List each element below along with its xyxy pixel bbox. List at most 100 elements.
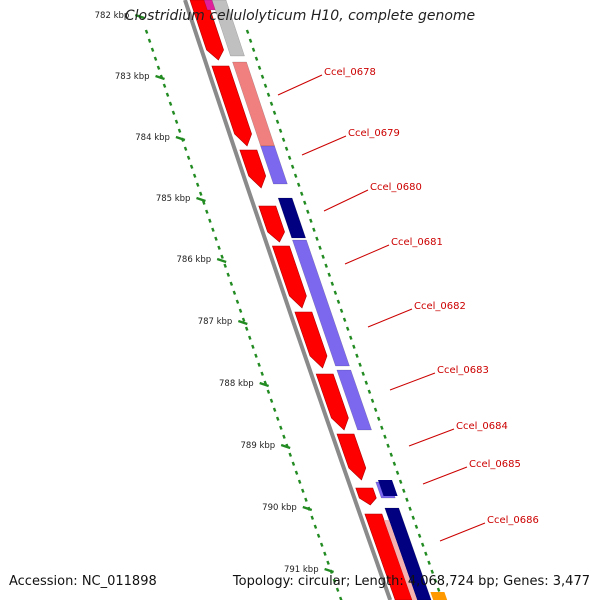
ring-dot (168, 101, 173, 106)
cog-band (430, 592, 448, 600)
ring-dot (241, 317, 246, 322)
scale-label: 782 kbp (95, 11, 130, 21)
ring-dot (202, 200, 206, 205)
ring-dot (309, 218, 313, 223)
gene-label[interactable]: Ccel_0679 (348, 128, 400, 139)
gene-labels: Ccel_0678 Ccel_0679 Ccel_0680 Ccel_0681 Ccel… (277, 67, 539, 542)
ring-dot (389, 452, 394, 457)
cog-band (384, 507, 432, 600)
gene-leader-line (344, 244, 390, 265)
ring-dot (257, 65, 262, 70)
scale-label: 788 kbp (219, 379, 254, 389)
gene-label[interactable]: Ccel_0684 (456, 421, 508, 432)
ring-dot (430, 569, 435, 574)
ring-dot (217, 245, 221, 250)
ring-dot (275, 416, 280, 421)
cds-arrow (364, 513, 413, 600)
gene-leader-line (367, 308, 413, 328)
ring-dot (192, 173, 197, 178)
ring-dot (144, 29, 149, 34)
cog-band (378, 480, 398, 496)
scale-label: 789 kbp (241, 441, 276, 451)
ring-dot (232, 290, 237, 295)
ring-dot (342, 317, 347, 322)
gene-label[interactable]: Ccel_0683 (437, 365, 489, 376)
ring-dot (263, 83, 268, 88)
gene-label[interactable]: Ccel_0681 (391, 237, 443, 248)
ring-dot (380, 425, 384, 430)
cds-arrow (271, 245, 307, 309)
gene-label[interactable]: Ccel_0680 (370, 182, 422, 193)
ring-dot (248, 38, 253, 43)
ring-dot (299, 191, 304, 196)
ring-dot (147, 38, 152, 43)
cds-arrow (189, 0, 224, 61)
ring-dot (272, 407, 277, 412)
ring-dot (257, 362, 261, 367)
ring-dot (211, 227, 215, 232)
ring-dot (223, 263, 227, 268)
ring-dot (269, 101, 274, 106)
scale-tick (216, 257, 227, 264)
ring-dot (254, 56, 259, 61)
ring-dot (208, 218, 212, 223)
gene-leader-line (389, 372, 436, 391)
scale-tick (324, 567, 334, 574)
genome-stats-text: Topology: circular; Length: 4,068,724 bp… (232, 574, 590, 589)
ring-dot (424, 551, 428, 556)
cog-band (211, 0, 245, 57)
cds-arrow (315, 373, 349, 431)
ring-dot (316, 533, 321, 538)
ring-dot (383, 434, 387, 439)
ring-dot (282, 434, 286, 439)
ring-dot (395, 470, 400, 475)
ring-dot (306, 209, 310, 214)
ring-dot (293, 173, 298, 178)
ring-dot (266, 92, 271, 97)
cds-arrow (336, 433, 367, 481)
ring-dot (364, 380, 369, 385)
ring-dot (150, 47, 155, 52)
ring-dot (386, 443, 390, 448)
ring-dot (323, 551, 327, 556)
scale-label: 784 kbp (135, 133, 170, 143)
ring-dot (327, 272, 332, 277)
ring-dot (177, 128, 182, 133)
ring-dot (315, 236, 319, 241)
gene-label[interactable]: Ccel_0686 (487, 515, 539, 526)
ring-dot (162, 83, 167, 88)
gene-label[interactable]: Ccel_0682 (414, 301, 466, 312)
gene-features (189, 0, 448, 600)
ring-dot (411, 515, 416, 520)
gene-label[interactable]: Ccel_0678 (324, 67, 376, 78)
ring-dot (278, 128, 283, 133)
ring-dot (296, 182, 301, 187)
ring-dot (171, 110, 176, 115)
ring-dot (269, 398, 274, 403)
ring-dot (405, 497, 409, 502)
ring-dot (279, 425, 283, 430)
ring-dot (427, 560, 431, 565)
gene-leader-line (408, 428, 455, 447)
ring-dot (420, 542, 425, 547)
scale-tick (280, 443, 291, 450)
ring-dot (294, 470, 299, 475)
ring-dot (417, 533, 422, 538)
cds-arrow (355, 487, 377, 506)
ring-dot (235, 299, 240, 304)
genome-title: Clostridium cellulolyticum H10, complete… (124, 8, 476, 24)
ring-dot (345, 326, 350, 331)
ring-dot (266, 389, 271, 394)
ring-dot (408, 506, 412, 511)
ring-dot (189, 164, 194, 169)
ring-dot (414, 524, 419, 529)
scale-tick (155, 74, 165, 81)
scale-label: 785 kbp (156, 194, 191, 204)
ring-dot (301, 488, 305, 493)
gene-label[interactable]: Ccel_0685 (469, 459, 521, 470)
ring-dot (275, 119, 280, 124)
ring-dot (226, 272, 231, 277)
ring-dot (433, 578, 438, 583)
ring-dot (333, 290, 338, 295)
